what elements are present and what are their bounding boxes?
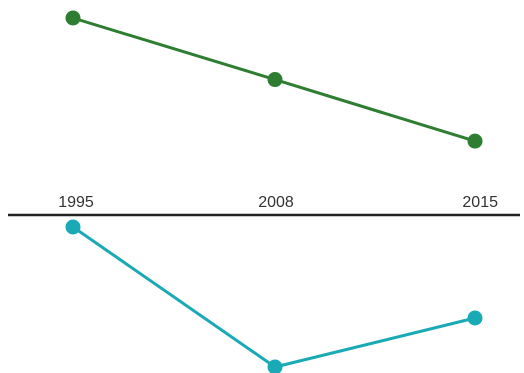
x-tick-labels: 1995 2008 2015 bbox=[58, 194, 498, 211]
series-layer bbox=[65, 10, 483, 373]
x-tick-label: 1995 bbox=[58, 194, 94, 211]
data-point-top-2008 bbox=[267, 72, 283, 88]
series-line-bottom bbox=[72, 225, 476, 369]
data-point-bottom-2008 bbox=[267, 359, 283, 373]
series-bottom bbox=[65, 219, 483, 373]
data-point-bottom-2015 bbox=[467, 310, 483, 326]
x-tick-label: 2008 bbox=[258, 194, 294, 211]
data-point-top-1995 bbox=[65, 10, 81, 26]
x-tick-label: 2015 bbox=[462, 194, 498, 211]
data-point-top-2015 bbox=[467, 133, 483, 149]
data-point-bottom-1995 bbox=[65, 219, 81, 235]
series-top bbox=[65, 10, 483, 149]
